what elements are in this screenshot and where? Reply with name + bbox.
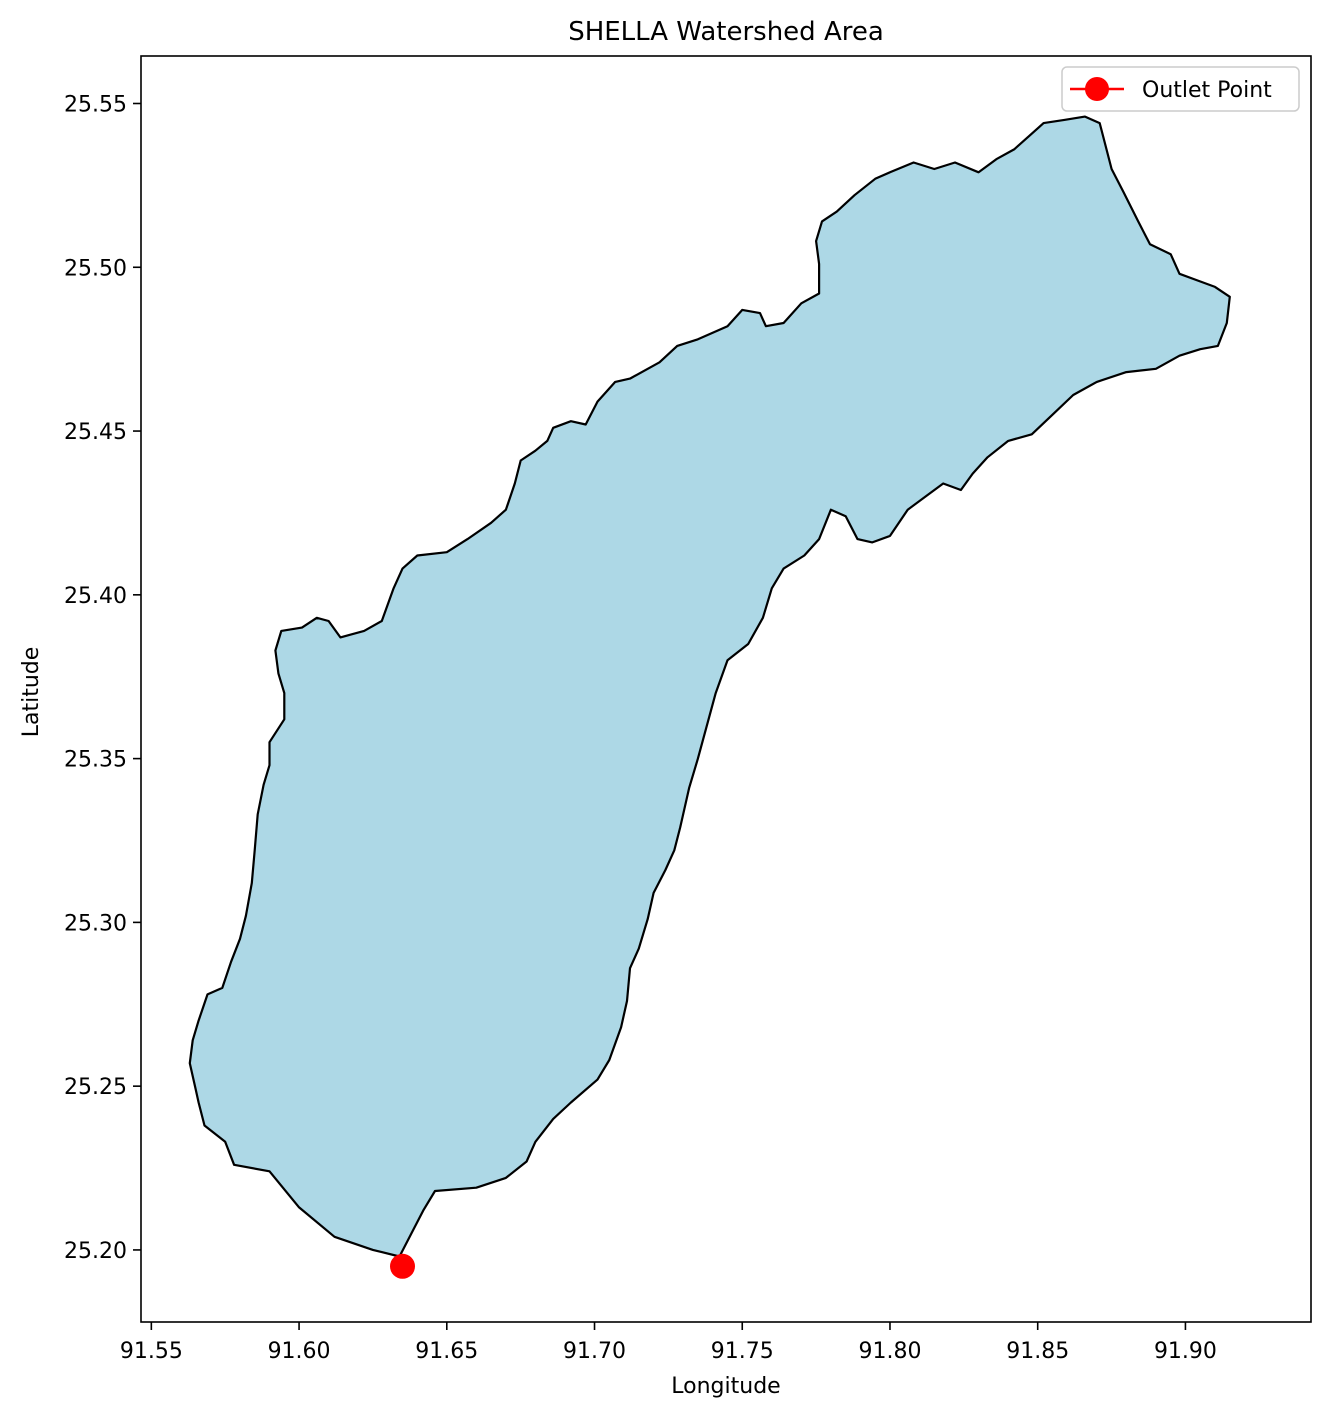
x-tick-label: 91.70 [563,1339,626,1364]
x-axis-ticks: 91.55 91.60 91.65 91.70 91.75 91.80 91.85 91.90 [120,1322,1217,1364]
x-axis-label: Longitude [671,1374,780,1399]
x-tick-label: 91.75 [711,1339,774,1364]
outlet-layer [390,1253,415,1279]
y-axis-ticks: 25.20 25.25 25.30 25.35 25.40 25.45 25.50 25.55 [64,92,141,1264]
plot-frame [140,55,1312,1323]
legend-label-outlet: Outlet Point [1142,78,1272,103]
y-tick-label: 25.40 [64,584,127,609]
y-tick-label: 25.25 [64,1075,127,1100]
outlet-point-marker [390,1253,415,1279]
y-tick-label: 25.55 [64,92,127,117]
y-tick-label: 25.30 [64,911,127,936]
x-tick-label: 91.85 [1006,1339,1069,1364]
chart-title: SHELLA Watershed Area [568,17,884,47]
x-tick-label: 91.90 [1154,1339,1217,1364]
y-tick-label: 25.50 [64,256,127,281]
y-axis-label: Latitude [19,647,44,738]
x-tick-label: 91.80 [858,1339,921,1364]
watershed-layer [188,115,1231,1258]
x-tick-label: 91.65 [415,1339,478,1364]
watershed-polygon [188,115,1231,1258]
legend: Outlet Point [1061,66,1300,112]
y-tick-label: 25.20 [64,1239,127,1264]
y-tick-label: 25.45 [64,420,127,445]
legend-outlet-marker [1085,77,1109,101]
x-tick-label: 91.60 [268,1339,331,1364]
legend-box [1061,66,1300,112]
x-tick-label: 91.55 [120,1339,183,1364]
y-tick-label: 25.35 [64,748,127,773]
